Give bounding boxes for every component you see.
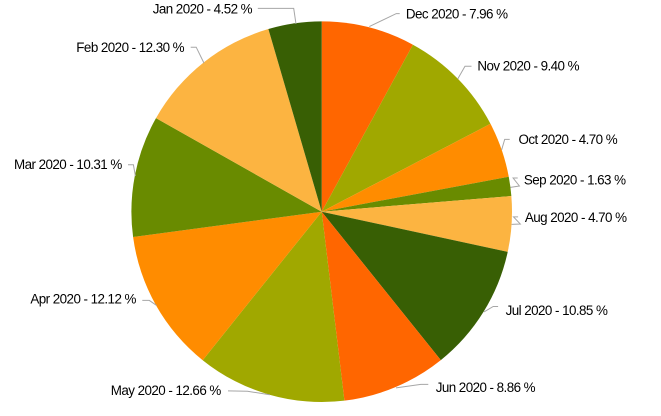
svg-text:Aug 2020 - 4.70 %: Aug 2020 - 4.70 % (525, 210, 627, 225)
svg-text:Mar 2020 - 10.31 %: Mar 2020 - 10.31 % (14, 157, 122, 172)
svg-text:Nov 2020 - 9.40 %: Nov 2020 - 9.40 % (477, 59, 579, 74)
svg-text:Jul 2020 - 10.85 %: Jul 2020 - 10.85 % (506, 303, 608, 318)
svg-text:Sep 2020 - 1.63 %: Sep 2020 - 1.63 % (524, 172, 626, 187)
svg-text:Oct 2020 - 4.70 %: Oct 2020 - 4.70 % (519, 132, 618, 147)
svg-text:Apr 2020 - 12.12 %: Apr 2020 - 12.12 % (30, 292, 136, 307)
svg-text:Jun 2020 - 8.86 %: Jun 2020 - 8.86 % (436, 380, 536, 395)
svg-text:Dec 2020 - 7.96 %: Dec 2020 - 7.96 % (406, 7, 508, 22)
svg-text:May 2020 - 12.66 %: May 2020 - 12.66 % (111, 383, 222, 398)
svg-text:Jan 2020 - 4.52 %: Jan 2020 - 4.52 % (153, 2, 253, 17)
svg-text:Feb 2020 - 12.30 %: Feb 2020 - 12.30 % (76, 40, 184, 55)
